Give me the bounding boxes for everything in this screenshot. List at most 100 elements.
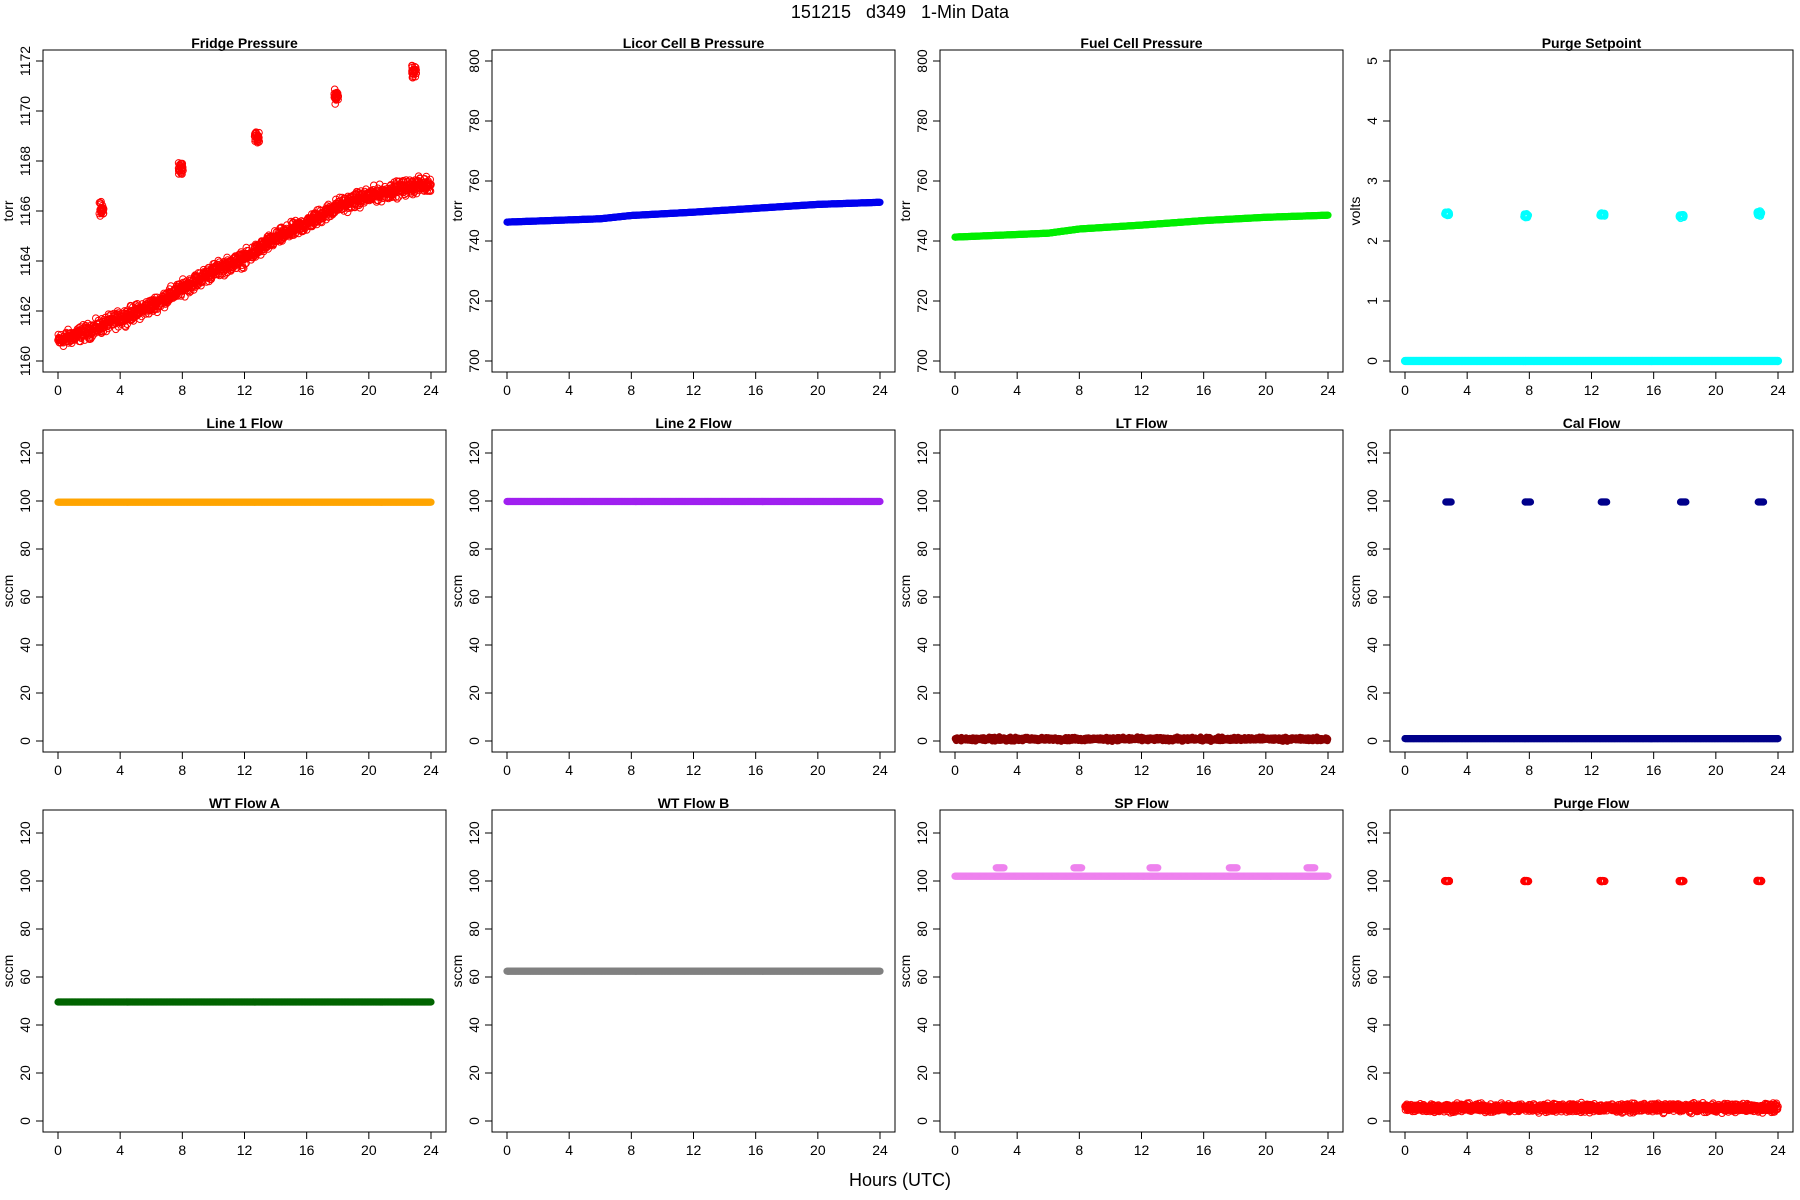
y-tick-label: 20 xyxy=(17,685,33,701)
plot-frame xyxy=(42,429,447,753)
y-tick-label: 1170 xyxy=(17,96,33,126)
y-tick-label: 760 xyxy=(466,169,482,193)
x-tick-label: 16 xyxy=(748,382,764,398)
data-point xyxy=(1324,211,1332,219)
y-tick-label: 2 xyxy=(1364,237,1380,245)
panel-title: Fridge Pressure xyxy=(191,35,298,51)
x-tick-label: 0 xyxy=(54,382,62,398)
x-tick-label: 12 xyxy=(686,382,702,398)
x-tick-label: 16 xyxy=(1646,382,1662,398)
x-tick-label: 4 xyxy=(1463,382,1471,398)
data-points xyxy=(54,498,435,506)
y-tick-label: 0 xyxy=(1364,357,1380,365)
x-tick-label: 12 xyxy=(1584,382,1600,398)
y-axis-label: torr xyxy=(897,200,913,221)
plot-frame xyxy=(939,49,1344,373)
x-tick-label: 0 xyxy=(54,762,62,778)
x-tick-label: 20 xyxy=(361,382,377,398)
data-points xyxy=(503,198,884,226)
y-tick-label: 720 xyxy=(914,289,930,313)
x-tick-label: 8 xyxy=(178,762,186,778)
x-tick-label: 20 xyxy=(1708,382,1724,398)
x-tick-label: 4 xyxy=(116,762,124,778)
y-tick-label: 4 xyxy=(1364,117,1380,125)
data-points xyxy=(951,211,1332,241)
figure-title: 151215 d349 1-Min Data xyxy=(790,2,1010,22)
y-tick-label: 1164 xyxy=(17,246,33,276)
x-tick-label: 0 xyxy=(951,382,959,398)
panel-fridge-pressure: Fridge Pressure 0 4 8 12 16 20 24 1160 1162 1164 11… xyxy=(0,35,447,398)
y-tick-label: 100 xyxy=(17,489,33,513)
x-tick-label: 24 xyxy=(1770,382,1786,398)
data-point xyxy=(197,281,205,290)
x-tick-label: 0 xyxy=(1401,382,1409,398)
x-tick-label: 24 xyxy=(872,382,888,398)
data-points xyxy=(1400,207,1783,366)
y-tick-label: 740 xyxy=(466,229,482,253)
panel-title: Line 1 Flow xyxy=(206,415,282,431)
x-tick-label: 12 xyxy=(1134,382,1150,398)
data-point xyxy=(112,325,120,334)
y-tick-label: 40 xyxy=(17,637,33,653)
y-axis-label: sccm xyxy=(0,575,16,608)
panel-fuel-cell-pressure: Fuel Cell Pressure 0 4 8 12 16 20 24 700 720 740 76… xyxy=(897,35,1344,398)
panel-line-1-flow: Line 1 Flow 0 4 8 12 16 20 24 0 20 40 60 80 100 120 scc… xyxy=(0,415,447,778)
y-tick-label: 760 xyxy=(914,169,930,193)
data-point xyxy=(393,195,401,203)
x-tick-label: 4 xyxy=(1013,382,1021,398)
y-tick-label: 1 xyxy=(1364,297,1380,305)
panel-title: Licor Cell B Pressure xyxy=(623,35,765,51)
x-tick-label: 24 xyxy=(423,762,439,778)
y-tick-label: 700 xyxy=(466,349,482,373)
x-tick-label: 16 xyxy=(299,762,315,778)
x-tick-label: 4 xyxy=(565,382,573,398)
panel-title: Line 2 Flow xyxy=(655,415,731,431)
y-tick-label: 1162 xyxy=(17,296,33,326)
x-tick-label: 16 xyxy=(1196,382,1212,398)
y-axis-label: torr xyxy=(449,200,465,221)
y-tick-label: 720 xyxy=(466,289,482,313)
x-tick-label: 24 xyxy=(423,382,439,398)
data-points xyxy=(503,497,884,506)
x-tick-label: 8 xyxy=(1075,382,1083,398)
panel-licor-cell-b-pressure: Licor Cell B Pressure 0 4 8 12 16 20 24 700 720 74… xyxy=(449,35,896,398)
x-tick-label: 8 xyxy=(627,382,635,398)
data-points xyxy=(54,61,435,351)
y-tick-label: 0 xyxy=(17,737,33,745)
y-tick-label: 740 xyxy=(914,229,930,253)
x-tick-label: 8 xyxy=(178,382,186,398)
y-tick-label: 1172 xyxy=(17,46,33,76)
y-tick-label: 780 xyxy=(914,109,930,133)
panel-title: Purge Setpoint xyxy=(1542,35,1642,51)
x-tick-label: 20 xyxy=(361,762,377,778)
y-tick-label: 80 xyxy=(17,541,33,557)
y-tick-label: 1160 xyxy=(17,346,33,376)
y-axis-label: volts xyxy=(1347,197,1363,226)
x-tick-label: 8 xyxy=(1525,382,1533,398)
x-tick-label: 12 xyxy=(237,382,253,398)
x-tick-label: 12 xyxy=(237,762,253,778)
x-tick-label: 20 xyxy=(810,382,826,398)
y-tick-label: 120 xyxy=(17,441,33,465)
data-point xyxy=(876,198,884,206)
y-axis-label: torr xyxy=(0,200,16,221)
x-tick-label: 0 xyxy=(503,382,511,398)
y-tick-label: 800 xyxy=(466,49,482,73)
x-tick-label: 4 xyxy=(116,382,124,398)
y-tick-label: 60 xyxy=(17,589,33,605)
y-tick-label: 5 xyxy=(1364,57,1380,65)
y-tick-label: 3 xyxy=(1364,177,1380,185)
data-point xyxy=(181,293,189,301)
x-tick-label: 16 xyxy=(299,382,315,398)
y-tick-label: 700 xyxy=(914,349,930,373)
x-tick-label: 24 xyxy=(1320,382,1336,398)
y-tick-label: 780 xyxy=(466,109,482,133)
data-point xyxy=(185,288,194,297)
panel-title: Fuel Cell Pressure xyxy=(1080,35,1202,51)
y-tick-label: 1166 xyxy=(17,196,33,226)
y-tick-label: 1168 xyxy=(17,146,33,176)
x-tick-label: 20 xyxy=(1258,382,1274,398)
